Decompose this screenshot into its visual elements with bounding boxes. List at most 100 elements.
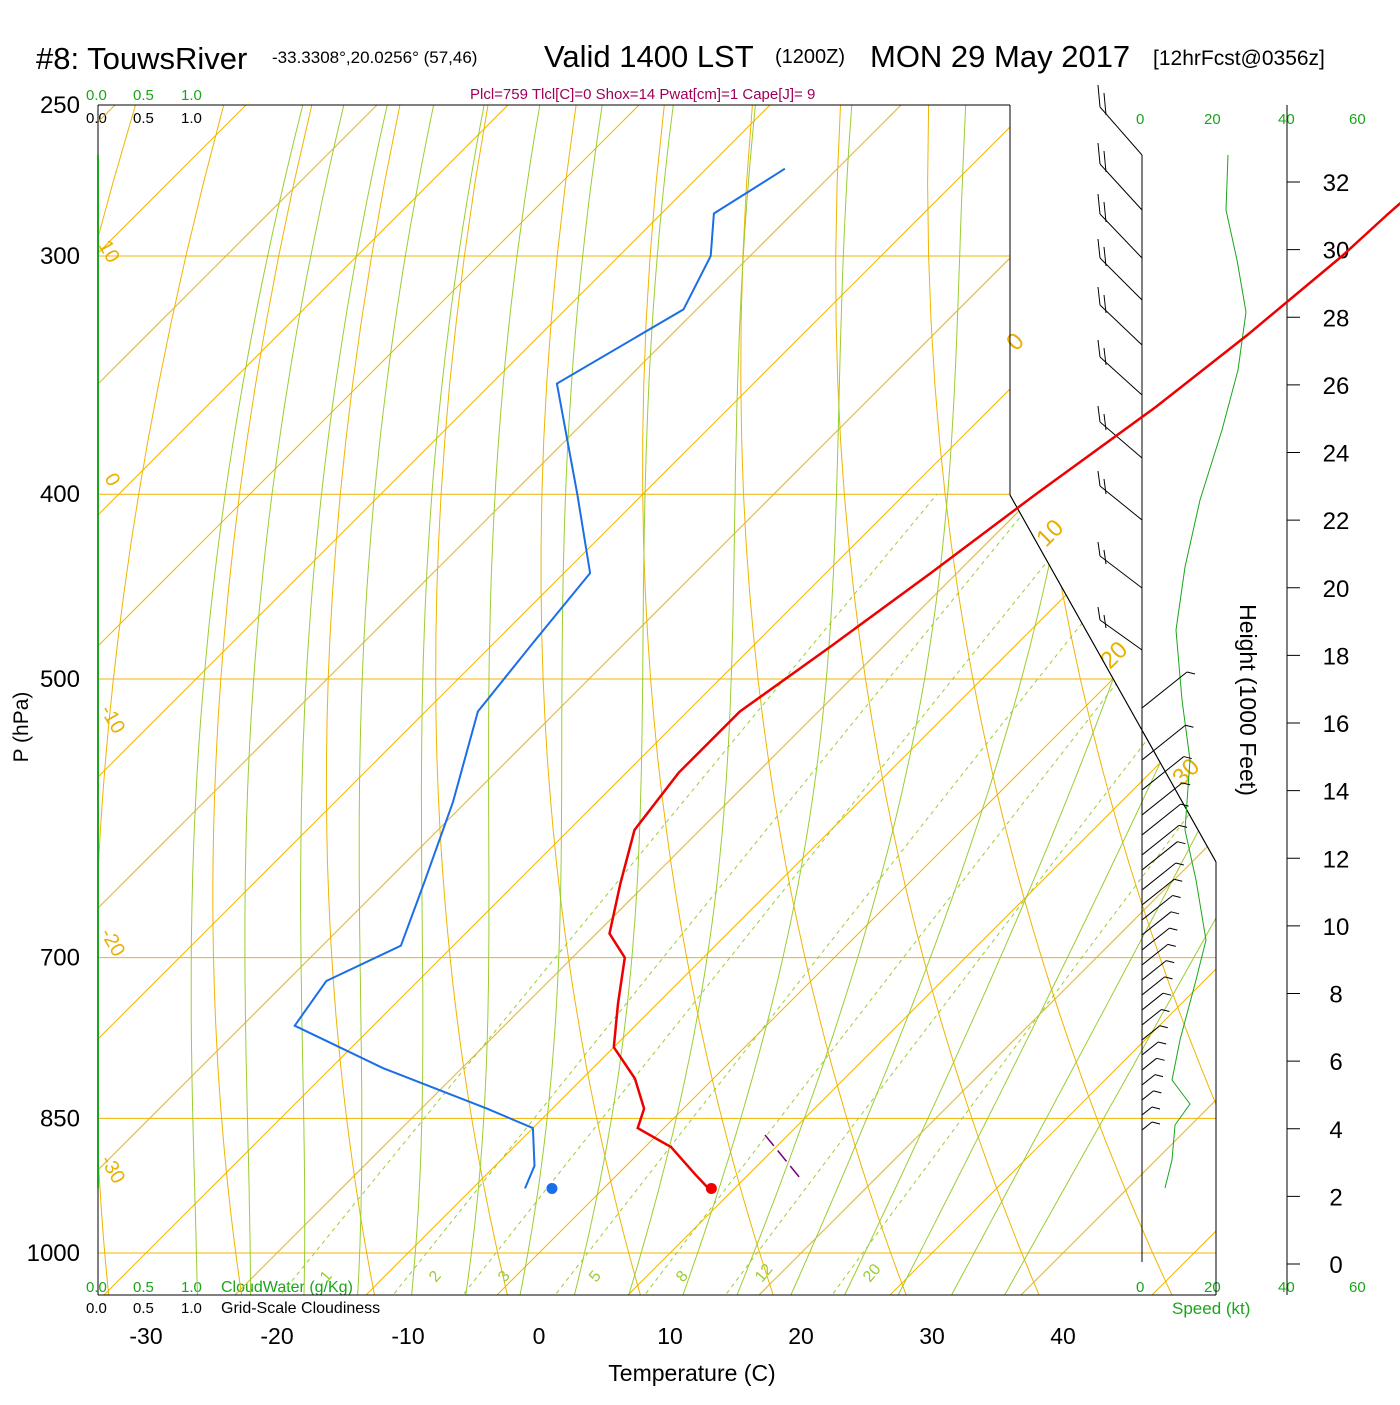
pressure-tick-label: 400 <box>40 481 80 508</box>
height-tick-label: 2 <box>1329 1184 1342 1211</box>
mixing-ratio-label: 12 <box>752 1261 777 1286</box>
moist-adiabat-line <box>191 0 354 1332</box>
mixing-ratio-label: 8 <box>673 1268 692 1286</box>
grid-layer <box>0 0 1400 1332</box>
pressure-tick-label: 700 <box>40 945 80 972</box>
x-tick-label: 0 <box>533 1323 546 1349</box>
isotherm-label: 0 <box>100 470 125 491</box>
speed-axis-label: Speed (kt) <box>1172 1299 1250 1318</box>
x-tick-label: -20 <box>260 1323 293 1349</box>
surface-temperature-marker <box>706 1183 717 1194</box>
isotherm-label: 10 <box>1031 514 1069 552</box>
wind-barb <box>1142 1075 1163 1085</box>
title-coords: -33.3308°,20.0256° (57,46) <box>272 48 477 67</box>
title-zulu: (1200Z) <box>775 46 845 68</box>
cloud-scale-top: 0.0 0.5 1.0 0.0 0.5 1.0 <box>86 87 202 127</box>
isotherm-label: -30 <box>96 1152 130 1188</box>
wind-barb <box>1098 287 1142 345</box>
height-tick-label: 8 <box>1329 982 1342 1009</box>
isotherm-label: 0 <box>1001 328 1030 357</box>
cloud-black-tick: 1.0 <box>181 1300 202 1317</box>
title-valid: Valid 1400 LST <box>544 39 754 74</box>
x-tick-label: 30 <box>919 1323 945 1349</box>
mixing-ratio-line <box>394 494 1038 1293</box>
mixing-ratio-label: 2 <box>426 1268 445 1286</box>
height-tick-label: 26 <box>1323 373 1350 400</box>
wind-barb <box>1142 993 1171 1010</box>
cloud-black-tick: 0.5 <box>133 1300 154 1317</box>
isotherm-label: 20 <box>1095 636 1133 674</box>
mixing-ratio-line <box>557 494 1185 1293</box>
height-tick-label: 10 <box>1323 914 1350 941</box>
title-forecast: [12hrFcst@0356z] <box>1153 47 1325 70</box>
moist-adiabat-line <box>460 0 577 1332</box>
x-tick-label: 40 <box>1050 1323 1076 1349</box>
cloud-black-tick: 0.5 <box>133 110 154 127</box>
moist-adiabat-line <box>355 0 477 1332</box>
wind-barb <box>1098 143 1142 210</box>
height-tick-label: 12 <box>1323 846 1350 873</box>
wind-barb <box>1142 896 1181 920</box>
cloudiness-label: Grid-Scale Cloudiness <box>221 1300 380 1317</box>
cloud-green-tick: 1.0 <box>181 87 202 104</box>
pressure-tick-label: 850 <box>40 1105 80 1132</box>
isotherm-label: -10 <box>96 702 130 738</box>
moist-adiabat-line <box>775 0 1110 1332</box>
mixing-ratio-line <box>833 494 1400 1293</box>
mixing-ratio-label: 20 <box>860 1261 885 1286</box>
isotherm-line <box>0 0 562 1332</box>
dry-adiabat-line <box>436 0 526 1332</box>
speed-tick: 60 <box>1349 111 1366 128</box>
isotherm-line <box>0 0 1348 1332</box>
isotherm-label: -20 <box>96 925 130 961</box>
mixing-ratio-label: 3 <box>495 1268 514 1286</box>
moist-adiabat-line <box>408 0 525 1332</box>
speed-tick: 60 <box>1349 1279 1366 1296</box>
wind-barb <box>1142 1122 1160 1130</box>
isotherm-line <box>67 0 1400 1332</box>
height-tick-label: 28 <box>1323 305 1350 332</box>
isotherm-line <box>853 0 1400 1332</box>
wind-speed-line <box>1165 155 1246 1188</box>
wind-barb <box>1098 340 1142 395</box>
pressure-tick-label: 1000 <box>27 1240 80 1267</box>
isotherm-line <box>0 0 824 1332</box>
y-axis-label: P (hPa) <box>10 692 33 763</box>
cloud-scale-bottom: 0.0 0.5 1.0 CloudWater (g/Kg) 0.0 0.5 1.… <box>86 1279 380 1317</box>
x-tick-label: 20 <box>788 1323 814 1349</box>
height-tick-label: 16 <box>1323 711 1350 738</box>
x-tick-label: -10 <box>391 1323 424 1349</box>
moist-adiabat-line <box>827 0 1266 1332</box>
stats-line: Plcl=759 Tlcl[C]=0 Shox=14 Pwat[cm]=1 Ca… <box>470 86 815 103</box>
moist-adiabat-line <box>513 0 636 1332</box>
title-station: #8: TouwsRiver <box>36 41 247 76</box>
wind-barb <box>1098 471 1142 520</box>
cloud-black-tick: 0.0 <box>86 1300 107 1317</box>
wind-barb <box>1142 1091 1161 1100</box>
cloud-green-tick: 0.0 <box>86 1279 107 1296</box>
wind-barb <box>1142 804 1189 835</box>
sounding-series <box>295 169 1400 1194</box>
wind-barb <box>1142 1058 1165 1070</box>
isotherm-line <box>0 0 955 1332</box>
wind-barb <box>1142 1009 1169 1025</box>
speed-tick: 40 <box>1278 1279 1295 1296</box>
y2-axis-label: Height (1000 Feet) <box>1235 604 1261 796</box>
x-axis-label: Temperature (C) <box>608 1360 775 1386</box>
speed-tick: 40 <box>1278 111 1295 128</box>
isotherm-line <box>0 0 1217 1332</box>
height-tick-label: 6 <box>1329 1049 1342 1076</box>
height-tick-label: 18 <box>1323 643 1350 670</box>
cloud-green-tick: 1.0 <box>181 1279 202 1296</box>
parcel-path <box>765 1135 800 1178</box>
speed-tick: 20 <box>1204 1279 1221 1296</box>
speed-tick: 0 <box>1136 1279 1144 1296</box>
speed-tick: 0 <box>1136 111 1144 128</box>
height-tick-label: 24 <box>1323 441 1350 468</box>
wind-barb <box>1098 239 1142 300</box>
dry-adiabat-line <box>836 0 1055 1332</box>
moist-adiabat-line <box>565 0 702 1332</box>
